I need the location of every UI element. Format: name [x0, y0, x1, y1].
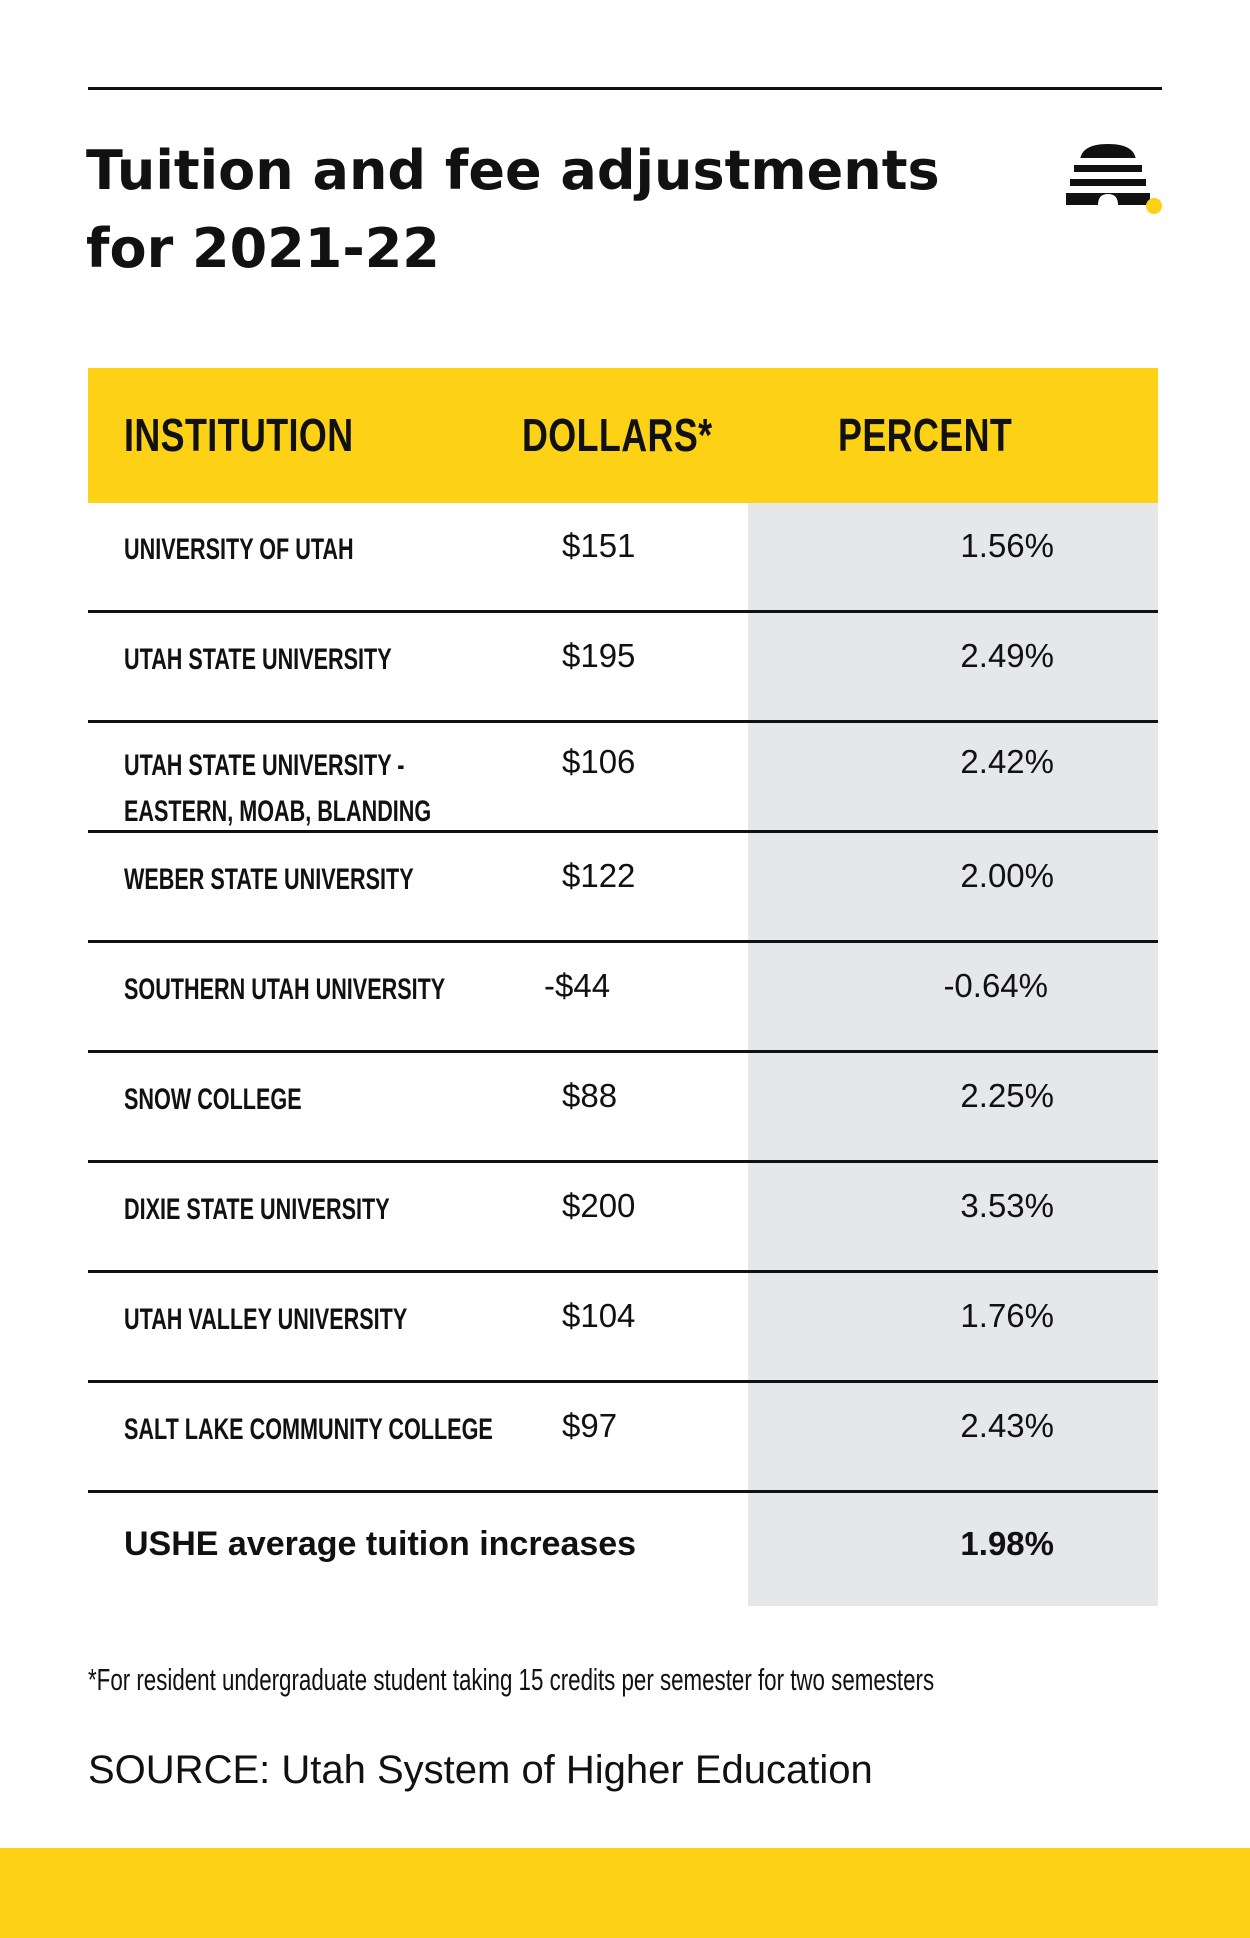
- institution-name: DIXIE STATE UNIVERSITY: [124, 1193, 390, 1226]
- summary-row: USHE average tuition increases 1.98%: [88, 1493, 1158, 1606]
- header-dollars: DOLLARS*: [522, 409, 713, 461]
- institution-name: SNOW COLLEGE: [124, 1083, 302, 1116]
- institution-name: UTAH VALLEY UNIVERSITY: [124, 1303, 408, 1336]
- table-row: SNOW COLLEGE $88 2.25%: [88, 1053, 1158, 1163]
- dollars-value: -$44: [544, 967, 611, 1004]
- dollars-value: $195: [562, 637, 636, 674]
- summary-label: USHE average tuition increases: [124, 1525, 637, 1563]
- dollars-value: $88: [562, 1077, 618, 1114]
- percent-column-shade: [748, 503, 1158, 1606]
- table-header: INSTITUTION DOLLARS* PERCENT: [88, 368, 1158, 503]
- dollars-value: $151: [562, 527, 636, 564]
- percent-value: 2.42%: [960, 743, 1054, 780]
- row-divider: [88, 720, 1158, 723]
- table-row: UTAH STATE UNIVERSITY $195 2.49%: [88, 613, 1158, 723]
- table-row: UNIVERSITY OF UTAH $151 1.56%: [88, 503, 1158, 613]
- row-divider: [88, 1270, 1158, 1273]
- institution-name: SOUTHERN UTAH UNIVERSITY: [124, 973, 446, 1006]
- institution-name-line: UTAH STATE UNIVERSITY -: [124, 749, 405, 782]
- header-percent: PERCENT: [838, 409, 1013, 461]
- row-divider: [88, 1050, 1158, 1053]
- bottom-band: [0, 1848, 1250, 1938]
- institution-name-line: EASTERN, MOAB, BLANDING: [124, 795, 432, 828]
- dollars-value: $106: [562, 743, 636, 780]
- institution-name: UTAH STATE UNIVERSITY: [124, 643, 392, 676]
- table-row: DIXIE STATE UNIVERSITY $200 3.53%: [88, 1163, 1158, 1273]
- row-divider: [88, 830, 1158, 833]
- percent-value: 2.00%: [960, 857, 1054, 894]
- row-divider: [88, 940, 1158, 943]
- top-rule: [88, 87, 1162, 90]
- percent-value: 2.25%: [960, 1077, 1054, 1114]
- row-divider: [88, 610, 1158, 613]
- table-row: SALT LAKE COMMUNITY COLLEGE $97 2.43%: [88, 1383, 1158, 1493]
- percent-value: -0.64%: [943, 967, 1048, 1004]
- table-row: WEBER STATE UNIVERSITY $122 2.00%: [88, 833, 1158, 943]
- percent-value: 2.49%: [960, 637, 1054, 674]
- row-divider: [88, 1160, 1158, 1163]
- percent-value: 2.43%: [960, 1407, 1054, 1444]
- table-row: SOUTHERN UTAH UNIVERSITY -$44 -0.64%: [88, 943, 1158, 1053]
- summary-percent: 1.98%: [960, 1525, 1054, 1562]
- institution-name: UNIVERSITY OF UTAH: [124, 533, 354, 566]
- source-credit: SOURCE: Utah System of Higher Education: [88, 1748, 873, 1792]
- dollars-value: $122: [562, 857, 636, 894]
- page-title: Tuition and fee adjustments for 2021-22: [86, 139, 940, 280]
- institution-name: SALT LAKE COMMUNITY COLLEGE: [124, 1413, 493, 1446]
- percent-value: 1.76%: [960, 1297, 1054, 1334]
- beehive-icon: [1066, 144, 1162, 214]
- dollars-value: $97: [562, 1407, 618, 1444]
- institution-name: WEBER STATE UNIVERSITY: [124, 863, 414, 896]
- footnote: *For resident undergraduate student taki…: [88, 1662, 935, 1697]
- dollars-value: $104: [562, 1297, 636, 1334]
- percent-value: 1.56%: [960, 527, 1054, 564]
- tuition-table: INSTITUTION DOLLARS* PERCENT UNIVERSITY …: [88, 368, 1158, 1606]
- table-row: UTAH STATE UNIVERSITY - EASTERN, MOAB, B…: [88, 723, 1158, 833]
- table-row: UTAH VALLEY UNIVERSITY $104 1.76%: [88, 1273, 1158, 1383]
- percent-value: 3.53%: [960, 1187, 1054, 1224]
- header-institution: INSTITUTION: [124, 409, 354, 461]
- institution-name: UTAH STATE UNIVERSITY - EASTERN, MOAB, B…: [124, 743, 432, 835]
- row-divider: [88, 1380, 1158, 1383]
- row-divider: [88, 1490, 1158, 1493]
- dollars-value: $200: [562, 1187, 636, 1224]
